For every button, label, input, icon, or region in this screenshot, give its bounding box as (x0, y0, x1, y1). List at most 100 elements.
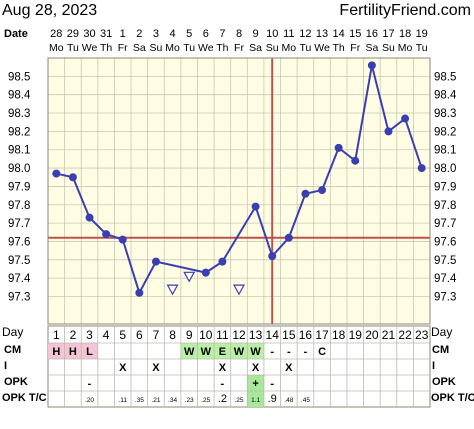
date-label: 1 (120, 28, 126, 40)
date-label: 12 (299, 28, 311, 40)
temperature-point (301, 189, 310, 198)
cm-cell-highlight (214, 343, 231, 359)
day-number: 21 (382, 328, 396, 342)
opktc-value: .34 (168, 397, 177, 404)
date-label: 8 (236, 28, 242, 40)
y-tick-label: 98.1 (8, 145, 30, 157)
temperature-point (118, 235, 127, 244)
weekday-row: Mo Tu We Th Fr Sa Su Mo Tu We Th Fr Sa Su Mo Tu We Th Fr Sa… (49, 42, 428, 54)
opktc-value: .45 (301, 397, 310, 404)
y-tick-label: 97.3 (434, 291, 456, 303)
y-tick-label: 97.6 (8, 236, 30, 248)
weekday-label: Sa (133, 42, 146, 54)
date-label: 31 (100, 28, 112, 40)
weekday-label: Th (100, 42, 112, 54)
cm-cell-highlight (247, 343, 264, 359)
date-label: 3 (153, 28, 159, 40)
date-label: 2 (136, 28, 142, 40)
cm-row-label: CM (4, 344, 21, 356)
y-tick-label: 97.9 (434, 181, 456, 193)
cm-value: H (69, 346, 77, 358)
weekday-label: Su (266, 42, 279, 54)
day-number: 15 (282, 328, 296, 342)
y-tick-label: 98.0 (434, 163, 456, 175)
opktc-value: .25 (201, 397, 210, 404)
cm-value: W (201, 346, 212, 358)
y-tick-label: 97.5 (8, 255, 30, 267)
y-axis-right: 98.5 98.4 98.3 98.2 98.1 98.0 97.9 97.8 97.7 97.6… (434, 71, 457, 303)
weekday-label: We (198, 42, 214, 54)
y-tick-label: 98.3 (434, 108, 456, 120)
day-number: 9 (186, 328, 193, 342)
opk-value: - (88, 378, 92, 390)
day-row-label-right: Day (431, 325, 452, 339)
day-number: 17 (315, 328, 329, 342)
day-number: 4 (103, 328, 110, 342)
weekday-label: Tu (183, 42, 195, 54)
date-label: 16 (366, 28, 378, 40)
opk-row-label: OPK (4, 376, 28, 388)
weekday-label: Fr (350, 42, 360, 54)
cm-row-label-right: CM (432, 344, 449, 356)
day-number: 22 (398, 328, 412, 342)
y-tick-label: 98.1 (434, 145, 456, 157)
table-frame (47, 325, 431, 408)
day-number: 23 (415, 328, 429, 342)
weekday-label: We (82, 42, 98, 54)
temperature-point (151, 257, 160, 266)
weekday-label: Su (382, 42, 395, 54)
cm-value: W (184, 346, 195, 358)
chart-date-heading: Aug 28, 2023 (2, 2, 97, 19)
temperature-point (334, 143, 343, 152)
temperature-point (218, 257, 227, 266)
weekday-label: Sa (249, 42, 262, 54)
date-row: 28 29 30 31 1 2 3 4 5 6 7 8 9 10 11 12 13 14 15 16 17 18 19 (50, 28, 428, 40)
grid-lines (48, 58, 430, 324)
date-label: 9 (253, 28, 259, 40)
plot-border (47, 57, 431, 325)
cm-value: W (250, 346, 261, 358)
temperature-point (284, 233, 293, 242)
temperature-point (401, 114, 410, 123)
opktc-value: .20 (85, 397, 94, 404)
y-tick-label: 98.5 (434, 71, 456, 83)
cm-value: - (287, 346, 291, 358)
y-tick-label: 98.2 (8, 126, 30, 138)
weekday-label: Mo (282, 42, 297, 54)
opk-value: - (270, 378, 274, 390)
date-label: 29 (67, 28, 79, 40)
cm-cell-highlight (81, 343, 98, 359)
opktc-value: .48 (284, 397, 293, 404)
opk-value: - (221, 378, 225, 390)
weekday-label: Tu (416, 42, 428, 54)
opktc-value: .35 (135, 397, 144, 404)
day-number: 2 (70, 328, 77, 342)
day-number: 11 (216, 328, 229, 342)
intercourse-mark: X (285, 362, 293, 374)
intercourse-mark: X (152, 362, 160, 374)
temperature-point (52, 169, 61, 178)
cm-cell-highlight (197, 343, 215, 359)
date-label: 7 (219, 28, 225, 40)
date-label: 19 (416, 28, 428, 40)
opk-row-label-right: OPK (432, 376, 456, 388)
temperature-points (52, 61, 426, 297)
temperature-point (68, 173, 77, 182)
intercourse-mark: X (252, 362, 260, 374)
weekday-label: Fr (118, 42, 128, 54)
y-axis-left: 98.5 98.4 98.3 98.2 98.1 98.0 97.9 97.8 97.7 97.6… (8, 71, 31, 303)
day-row-label: Day (2, 325, 23, 339)
opktc-value: .9 (268, 393, 277, 405)
cm-cell-highlight (230, 343, 248, 359)
weekday-label: Th (333, 42, 345, 54)
y-tick-label: 98.5 (8, 71, 30, 83)
day-number: 20 (365, 328, 379, 342)
day-number: 7 (153, 328, 160, 342)
weekday-label: Fr (234, 42, 244, 54)
day-number: 14 (266, 328, 280, 342)
opktc-value: .25 (234, 397, 243, 404)
y-tick-label: 97.7 (434, 218, 456, 230)
weekday-label: Mo (165, 42, 180, 54)
y-tick-label: 98.4 (434, 90, 457, 102)
